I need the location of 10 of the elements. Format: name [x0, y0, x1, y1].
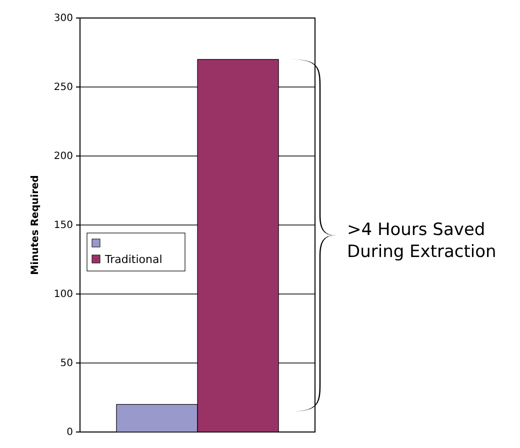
y-tick-label: 100 [54, 289, 73, 300]
y-axis-title: Minutes Required [30, 175, 41, 275]
text: >4 Hours Saved During Extraction [347, 220, 496, 262]
y-tick-label: 150 [54, 220, 73, 232]
y-tick-label: 250 [54, 82, 73, 94]
y-tick-label: 0 [66, 427, 73, 438]
y-tick-label: 300 [54, 13, 73, 24]
y-tick-label: 50 [60, 358, 73, 370]
legend-label: Traditional [104, 253, 162, 266]
y-tick-label: 200 [54, 151, 73, 162]
